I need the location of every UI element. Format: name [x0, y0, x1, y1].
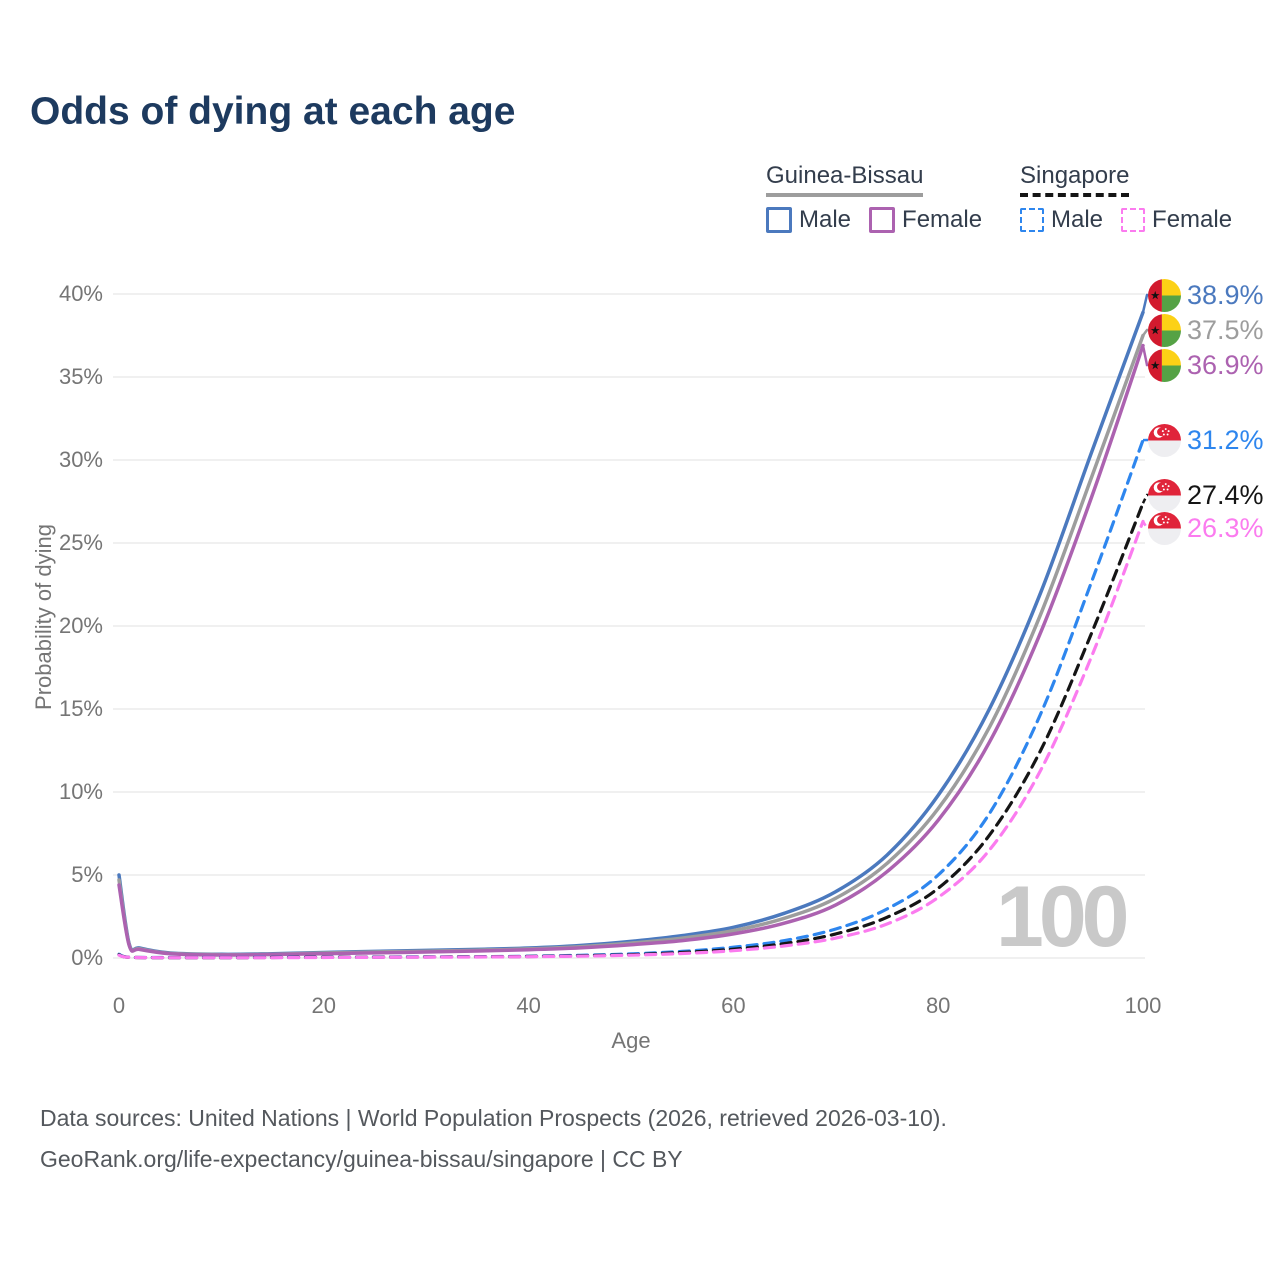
y-tick-label: 40% [58, 281, 103, 306]
legend-item-label: Male [1051, 206, 1104, 233]
series-line-sg_male [117, 438, 1145, 960]
x-tick-label: 20 [311, 993, 337, 1018]
legend-item-label: Female [902, 206, 983, 233]
y-tick-label: 5% [71, 862, 103, 887]
footer-data-sources: Data sources: United Nations | World Pop… [40, 1105, 947, 1131]
y-tick-label: 10% [58, 779, 103, 804]
sg-female-swatch-icon [1121, 208, 1146, 232]
x-axis-title: Age [611, 1028, 651, 1053]
end-label-gb_male: 38.9% [1148, 278, 1264, 312]
y-tick-label: 35% [58, 364, 103, 389]
gb-female-swatch-icon [869, 207, 896, 233]
legend-item-label: Male [799, 206, 852, 233]
y-tick-label: 25% [58, 530, 103, 555]
sg-male-swatch-icon [1020, 208, 1044, 232]
legend-header-singapore[interactable]: Singapore [1020, 162, 1130, 197]
y-tick-label: 30% [58, 447, 103, 472]
end-label-gb_female: 36.9% [1148, 348, 1264, 382]
end-label-gb_total: 37.5% [1148, 313, 1264, 347]
watermark-age-100: 100 [996, 869, 1129, 965]
guinea-bissau-flag-icon [1148, 348, 1181, 382]
legend-item-sg-female[interactable]: Female [1121, 206, 1232, 234]
page-title: Odds of dying at each age [30, 90, 516, 133]
end-value-label: 27.4% [1187, 479, 1264, 510]
y-tick-label: 15% [58, 696, 103, 721]
x-tick-label: 40 [516, 993, 541, 1018]
footer-attribution: GeoRank.org/life-expectancy/guinea-bissa… [40, 1146, 683, 1172]
legend-item-sg-male[interactable]: Male [1020, 206, 1103, 234]
footer: Data sources: United Nations | World Pop… [40, 1098, 947, 1180]
legend-item-gb-male[interactable]: Male [766, 206, 851, 234]
end-value-label: 38.9% [1187, 279, 1264, 310]
legend-group-singapore: Singapore Male Female [1020, 162, 1232, 234]
end-value-label: 26.3% [1187, 512, 1264, 543]
guinea-bissau-flag-icon [1148, 313, 1181, 347]
legend-header-guinea-bissau[interactable]: Guinea-Bissau [766, 162, 924, 197]
legend-item-label: Female [1152, 206, 1233, 233]
x-tick-label: 80 [925, 993, 951, 1018]
singapore-flag-icon [1148, 423, 1181, 457]
end-label-sg_total: 27.4% [1148, 478, 1264, 512]
guinea-bissau-flag-icon [1148, 278, 1181, 312]
series-line-gb_total [117, 333, 1145, 957]
end-value-label: 36.9% [1187, 349, 1264, 380]
gb-male-swatch-icon [766, 207, 792, 233]
series-line-sg_female [117, 519, 1145, 960]
y-tick-label: 0% [71, 945, 103, 970]
series-line-gb_female [117, 343, 1145, 957]
gridlines [113, 293, 1145, 959]
y-tick-label: 20% [58, 613, 103, 638]
legend-item-gb-female[interactable]: Female [869, 206, 982, 234]
end-value-label: 37.5% [1187, 314, 1264, 345]
end-label-sg_female: 26.3% [1148, 511, 1264, 545]
x-tick-label: 0 [112, 993, 126, 1018]
singapore-flag-icon [1148, 478, 1181, 512]
end-label-sg_male: 31.2% [1148, 423, 1264, 457]
x-tick-label: 100 [1124, 993, 1162, 1018]
legend-group-guinea-bissau: Guinea-Bissau Male Female [766, 162, 982, 234]
end-value-label: 31.2% [1187, 424, 1264, 455]
x-tick-label: 60 [721, 993, 746, 1018]
series-line-gb_male [117, 310, 1145, 957]
singapore-flag-icon [1148, 511, 1181, 545]
